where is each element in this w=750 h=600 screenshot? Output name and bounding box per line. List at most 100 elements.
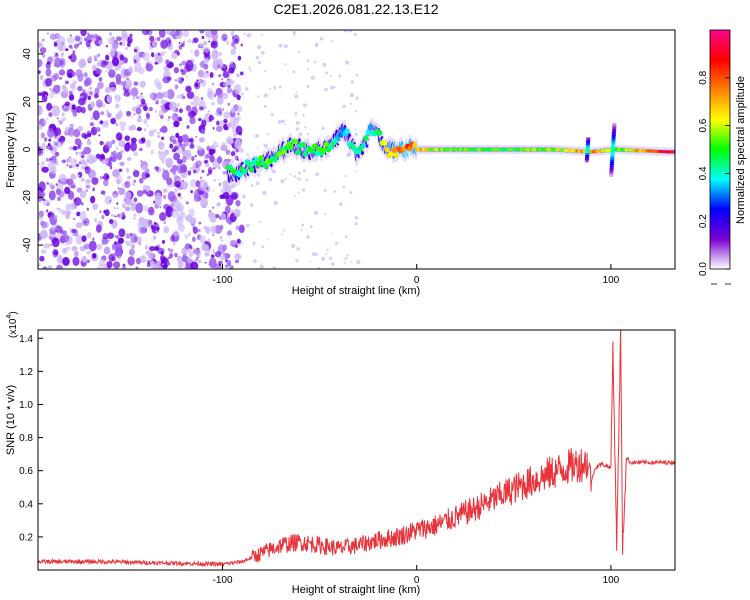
noise-blob — [69, 53, 77, 63]
noise-blob — [47, 142, 51, 147]
noise-speck — [293, 195, 296, 198]
noise-speck — [278, 43, 283, 48]
noise-blob — [148, 245, 156, 252]
heatmap-y-axis-label: Frequency (Hz) — [5, 112, 17, 188]
noise-blob — [58, 76, 63, 80]
noise-blob — [92, 253, 97, 259]
noise-blob — [203, 40, 208, 46]
noise-blob — [163, 221, 166, 224]
noise-blob — [210, 101, 216, 106]
noise-blob — [216, 202, 221, 207]
noise-blob — [208, 40, 211, 43]
ridge-point — [258, 155, 264, 161]
noise-blob — [128, 248, 135, 256]
noise-blob — [223, 118, 228, 124]
noise-speck — [334, 86, 337, 89]
noise-blob — [115, 122, 118, 127]
noise-blob — [192, 169, 197, 174]
noise-speck — [338, 74, 342, 78]
snr-y-ticks: 0.2 0.4 0.6 0.8 1.0 1.2 1.4 — [19, 334, 43, 543]
ridge-point — [412, 141, 418, 148]
noise-blob — [54, 57, 62, 68]
noise-blob — [117, 187, 120, 190]
vertical-feature — [611, 130, 617, 134]
noise-speck — [344, 175, 347, 178]
noise-blob — [39, 200, 42, 203]
noise-blob — [71, 233, 75, 237]
ridge-point — [360, 142, 367, 148]
noise-blob — [236, 94, 241, 101]
noise-speck — [354, 222, 358, 226]
noise-blob — [171, 201, 175, 205]
noise-blob — [74, 35, 81, 42]
noise-blob — [233, 46, 237, 50]
noise-blob — [75, 234, 83, 245]
noise-blob — [48, 160, 56, 172]
noise-blob — [216, 156, 223, 164]
noise-speck — [350, 261, 352, 263]
noise-blob — [145, 113, 151, 120]
ridge-point — [300, 141, 306, 148]
noise-blob — [39, 75, 44, 81]
noise-blob — [231, 193, 238, 200]
noise-speck — [344, 60, 350, 65]
noise-blob — [133, 168, 136, 171]
noise-blob — [191, 156, 195, 162]
noise-blob — [125, 168, 130, 173]
noise-blob — [115, 73, 122, 82]
noise-blob — [208, 38, 211, 41]
noise-blob — [140, 137, 146, 143]
noise-blob — [190, 190, 194, 194]
noise-speck — [344, 30, 348, 33]
noise-blob — [47, 265, 53, 269]
noise-blob — [91, 177, 99, 185]
noise-blob — [116, 207, 119, 209]
noise-blob — [167, 247, 171, 251]
heatmap-marks — [38, 30, 675, 269]
noise-blob — [158, 30, 166, 38]
noise-blob — [210, 41, 218, 49]
noise-blob — [181, 247, 187, 255]
noise-blob — [233, 83, 242, 95]
noise-blob — [189, 167, 193, 171]
noise-blob — [234, 253, 242, 261]
noise-blob — [71, 228, 77, 234]
noise-blob — [63, 86, 69, 94]
noise-blob — [207, 110, 210, 113]
noise-blob — [164, 129, 167, 132]
noise-blob — [133, 179, 137, 183]
noise-blob — [147, 192, 150, 194]
noise-blob — [173, 67, 179, 74]
noise-speck — [263, 69, 267, 73]
vertical-feature — [610, 147, 616, 151]
noise-speck — [289, 173, 292, 176]
noise-blob — [46, 61, 51, 65]
noise-speck — [296, 247, 300, 251]
noise-blob — [62, 105, 70, 113]
heatmap-x-ticks: -100 0 100 — [212, 264, 620, 286]
ridge-point — [311, 143, 318, 149]
noise-blob — [200, 96, 204, 101]
noise-speck — [292, 30, 296, 35]
noise-speck — [355, 96, 359, 100]
noise-blob — [240, 43, 244, 47]
noise-blob — [239, 71, 244, 76]
noise-blob — [197, 81, 200, 83]
noise-blob — [132, 106, 136, 112]
noise-blob — [75, 151, 79, 156]
noise-blob — [195, 135, 198, 138]
noise-blob — [209, 154, 215, 163]
noise-blob — [199, 30, 205, 34]
noise-blob — [181, 172, 188, 179]
noise-blob — [68, 44, 73, 49]
noise-blob — [208, 148, 215, 156]
noise-blob — [66, 164, 69, 167]
noise-blob — [61, 159, 67, 164]
noise-blob — [78, 174, 80, 177]
noise-blob — [128, 125, 133, 131]
noise-speck — [261, 33, 264, 36]
noise-blob — [232, 124, 236, 127]
noise-blob — [81, 235, 87, 242]
noise-blob — [182, 156, 187, 163]
noise-blob — [234, 138, 242, 150]
